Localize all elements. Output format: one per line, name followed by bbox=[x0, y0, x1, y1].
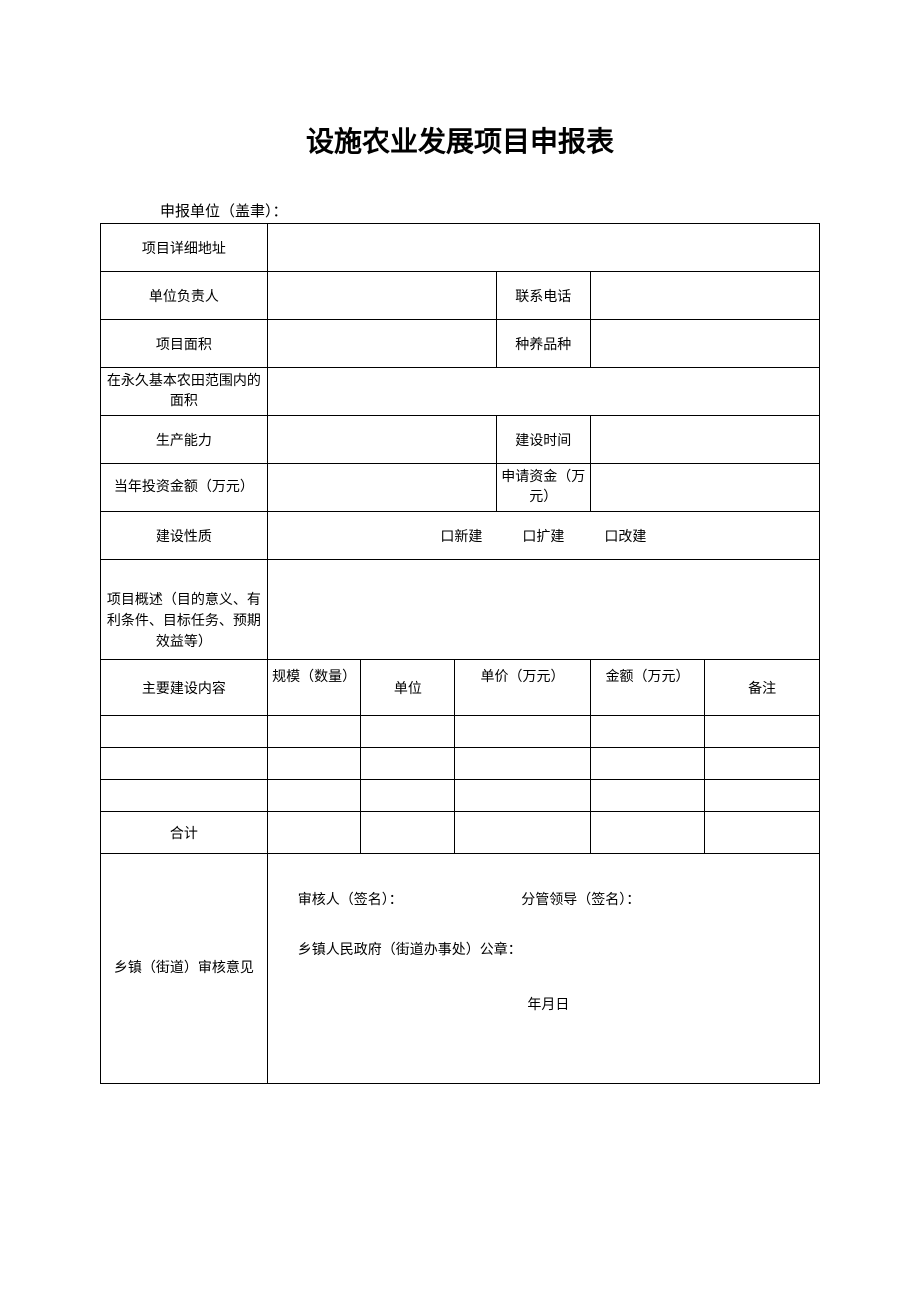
field-phone[interactable] bbox=[590, 272, 819, 320]
row-area: 项目面积 种养品种 bbox=[101, 320, 820, 368]
label-address: 项目详细地址 bbox=[101, 224, 268, 272]
cell-scale-1[interactable] bbox=[267, 716, 361, 748]
cell-amount-2[interactable] bbox=[590, 748, 705, 780]
label-build-nature: 建设性质 bbox=[101, 512, 268, 560]
row-farmland: 在永久基本农田范围内的面积 bbox=[101, 368, 820, 416]
cell-unit-1[interactable] bbox=[361, 716, 455, 748]
audit-date-label: 年月日 bbox=[298, 994, 799, 1014]
label-investment: 当年投资金额（万元） bbox=[101, 464, 268, 512]
cell-total-unit[interactable] bbox=[361, 812, 455, 854]
audit-leader-label: 分管领导（签名）： bbox=[521, 893, 640, 908]
header-scale: 规模（数量） bbox=[267, 660, 361, 716]
label-overview: 项目概述（目的意义、有利条件、目标任务、预期效益等） bbox=[101, 560, 268, 660]
cell-total-remark[interactable] bbox=[705, 812, 820, 854]
cell-total-amount[interactable] bbox=[590, 812, 705, 854]
cell-total-price[interactable] bbox=[455, 812, 590, 854]
field-address[interactable] bbox=[267, 224, 819, 272]
data-row-2 bbox=[101, 748, 820, 780]
label-apply-fund: 申请资金（万元） bbox=[496, 464, 590, 512]
label-phone: 联系电话 bbox=[496, 272, 590, 320]
header-remark: 备注 bbox=[705, 660, 820, 716]
field-variety[interactable] bbox=[590, 320, 819, 368]
row-construction-header: 主要建设内容 规模（数量） 单位 单价（万元） 金额（万元） 备注 bbox=[101, 660, 820, 716]
field-responsible-person[interactable] bbox=[267, 272, 496, 320]
cell-price-2[interactable] bbox=[455, 748, 590, 780]
page-title: 设施农业发展项目申报表 bbox=[100, 120, 820, 160]
row-capacity: 生产能力 建设时间 bbox=[101, 416, 820, 464]
cell-unit-2[interactable] bbox=[361, 748, 455, 780]
row-overview: 项目概述（目的意义、有利条件、目标任务、预期效益等） bbox=[101, 560, 820, 660]
field-overview[interactable] bbox=[267, 560, 819, 660]
row-audit: 乡镇（街道）审核意见 审核人（签名）： 分管领导（签名）： 乡镇人民政府（街道办… bbox=[101, 854, 820, 1084]
data-row-1 bbox=[101, 716, 820, 748]
header-amount: 金额（万元） bbox=[590, 660, 705, 716]
cell-price-1[interactable] bbox=[455, 716, 590, 748]
label-farmland-area: 在永久基本农田范围内的面积 bbox=[101, 368, 268, 416]
option-new[interactable]: 口新建 bbox=[440, 526, 482, 546]
row-nature: 建设性质 口新建 口扩建 口改建 bbox=[101, 512, 820, 560]
cell-remark-2[interactable] bbox=[705, 748, 820, 780]
label-responsible-person: 单位负责人 bbox=[101, 272, 268, 320]
row-address: 项目详细地址 bbox=[101, 224, 820, 272]
cell-price-3[interactable] bbox=[455, 780, 590, 812]
cell-content-2[interactable] bbox=[101, 748, 268, 780]
audit-reviewer-label: 审核人（签名）： bbox=[298, 889, 518, 909]
cell-content-3[interactable] bbox=[101, 780, 268, 812]
field-audit-opinion[interactable]: 审核人（签名）： 分管领导（签名）： 乡镇人民政府（街道办事处）公章： 年月日 bbox=[267, 854, 819, 1084]
cell-remark-1[interactable] bbox=[705, 716, 820, 748]
row-total: 合计 bbox=[101, 812, 820, 854]
cell-remark-3[interactable] bbox=[705, 780, 820, 812]
label-main-construction: 主要建设内容 bbox=[101, 660, 268, 716]
field-farmland-area[interactable] bbox=[267, 368, 819, 416]
label-project-area: 项目面积 bbox=[101, 320, 268, 368]
row-investment: 当年投资金额（万元） 申请资金（万元） bbox=[101, 464, 820, 512]
header-unit: 单位 bbox=[361, 660, 455, 716]
label-total: 合计 bbox=[101, 812, 268, 854]
page-subtitle: 申报单位（盖聿）： bbox=[160, 200, 820, 221]
option-expand[interactable]: 口扩建 bbox=[522, 526, 564, 546]
option-renovate[interactable]: 口改建 bbox=[604, 526, 646, 546]
field-build-time[interactable] bbox=[590, 416, 819, 464]
application-form-table: 项目详细地址 单位负责人 联系电话 项目面积 种养品种 在永久基本农田范围内的面… bbox=[100, 223, 820, 1084]
label-build-time: 建设时间 bbox=[496, 416, 590, 464]
label-variety: 种养品种 bbox=[496, 320, 590, 368]
cell-scale-2[interactable] bbox=[267, 748, 361, 780]
header-unit-price: 单价（万元） bbox=[455, 660, 590, 716]
field-capacity[interactable] bbox=[267, 416, 496, 464]
cell-total-scale[interactable] bbox=[267, 812, 361, 854]
data-row-3 bbox=[101, 780, 820, 812]
cell-amount-3[interactable] bbox=[590, 780, 705, 812]
field-apply-fund[interactable] bbox=[590, 464, 819, 512]
cell-scale-3[interactable] bbox=[267, 780, 361, 812]
audit-seal-label: 乡镇人民政府（街道办事处）公章： bbox=[298, 939, 799, 959]
field-project-area[interactable] bbox=[267, 320, 496, 368]
row-contact: 单位负责人 联系电话 bbox=[101, 272, 820, 320]
cell-amount-1[interactable] bbox=[590, 716, 705, 748]
label-audit-opinion: 乡镇（街道）审核意见 bbox=[101, 854, 268, 1084]
cell-unit-3[interactable] bbox=[361, 780, 455, 812]
field-build-nature[interactable]: 口新建 口扩建 口改建 bbox=[267, 512, 819, 560]
field-investment[interactable] bbox=[267, 464, 496, 512]
cell-content-1[interactable] bbox=[101, 716, 268, 748]
label-capacity: 生产能力 bbox=[101, 416, 268, 464]
